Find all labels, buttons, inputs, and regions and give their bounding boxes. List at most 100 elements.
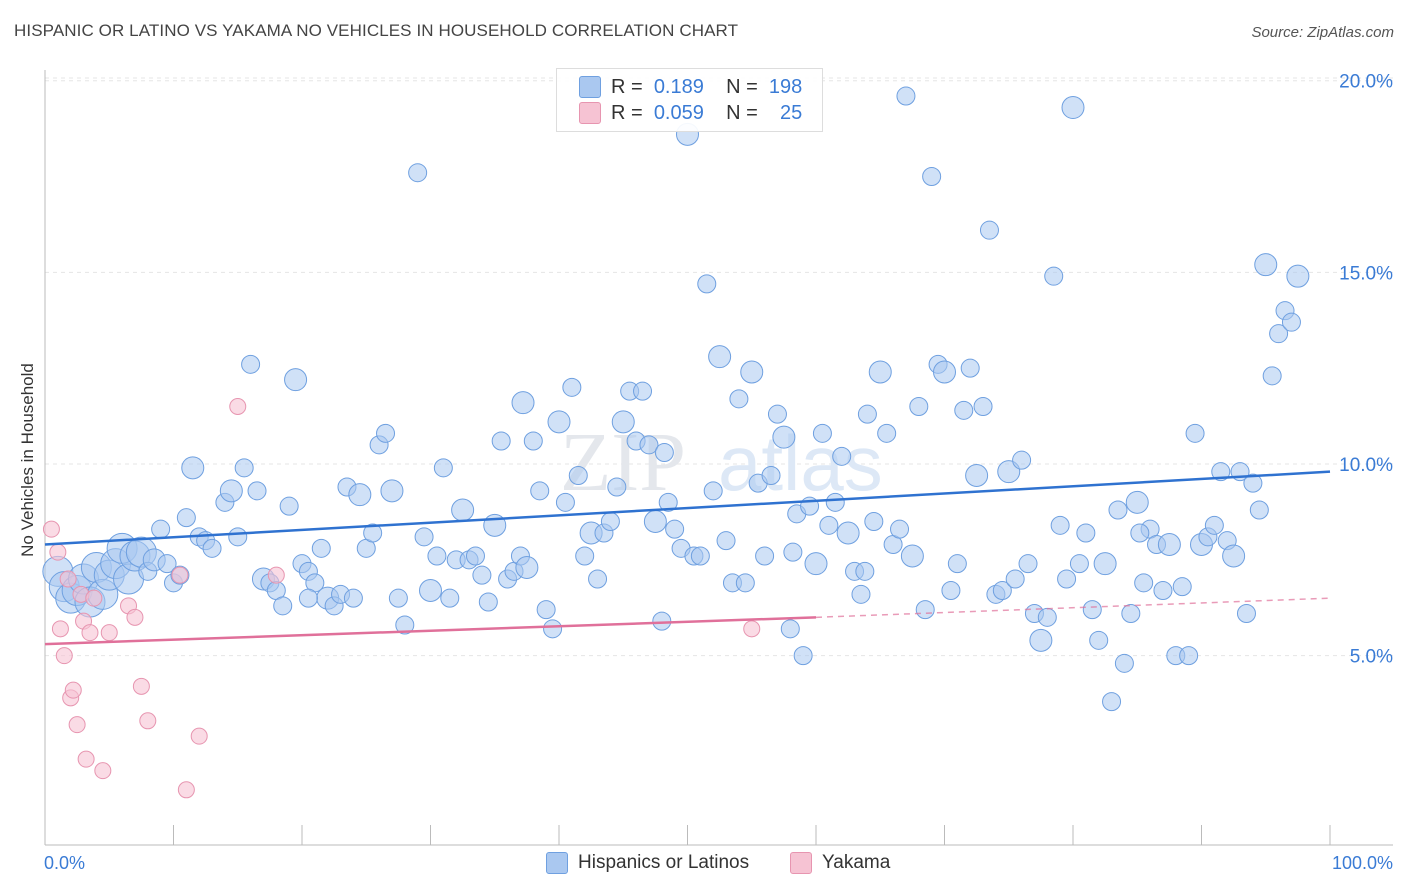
hispanic-point bbox=[176, 508, 196, 528]
yakama-point bbox=[77, 750, 95, 768]
hispanic-point bbox=[273, 596, 293, 616]
legend-swatch-blue bbox=[579, 76, 601, 98]
hispanic-point bbox=[1057, 569, 1077, 589]
y-tick-labels: 5.0% 10.0% 15.0% 20.0% bbox=[1339, 72, 1393, 668]
yakama-point bbox=[81, 624, 99, 642]
hispanic-point bbox=[896, 86, 916, 106]
yakama-point bbox=[49, 543, 67, 561]
hispanic-point bbox=[536, 600, 556, 620]
hispanic-point bbox=[864, 511, 884, 531]
yakama-point bbox=[94, 762, 112, 780]
yakama-point bbox=[68, 716, 86, 734]
hispanic-point bbox=[228, 527, 248, 547]
hispanic-point bbox=[1254, 253, 1278, 277]
hispanic-point bbox=[433, 458, 453, 478]
hispanic-point bbox=[530, 481, 550, 501]
hispanic-point bbox=[643, 509, 667, 533]
hispanic-point bbox=[922, 167, 942, 187]
hispanic-point bbox=[1204, 515, 1224, 535]
n-label: N = bbox=[726, 101, 758, 124]
hispanic-point bbox=[979, 220, 999, 240]
yakama-point bbox=[139, 712, 157, 730]
hispanic-point bbox=[703, 481, 723, 501]
yakama-point bbox=[100, 624, 118, 642]
hispanic-point bbox=[343, 588, 363, 608]
hispanic-point bbox=[515, 555, 539, 579]
hispanic-point bbox=[1211, 462, 1231, 482]
hispanic-point bbox=[491, 431, 511, 451]
hispanic-point bbox=[767, 404, 787, 424]
hispanic-point bbox=[511, 391, 535, 415]
legend-swatch-blue bbox=[546, 852, 568, 874]
y-tick-label: 15.0% bbox=[1339, 263, 1393, 284]
hispanic-point bbox=[1005, 569, 1025, 589]
hispanic-point bbox=[812, 423, 832, 443]
hispanic-point bbox=[868, 360, 892, 384]
n-value: 198 bbox=[768, 75, 803, 98]
hispanic-point bbox=[652, 611, 672, 631]
hispanic-point bbox=[933, 360, 956, 384]
hispanic-point bbox=[947, 554, 967, 574]
hispanic-point bbox=[588, 569, 608, 589]
y-tick-label: 20.0% bbox=[1339, 72, 1393, 93]
hispanic-point bbox=[909, 397, 929, 417]
hispanic-point bbox=[151, 519, 171, 539]
points-layer bbox=[42, 86, 1310, 799]
hispanic-point bbox=[1050, 515, 1070, 535]
x-tick-label-max: 100.0% bbox=[1331, 853, 1393, 873]
hispanic-point bbox=[729, 389, 749, 409]
y-tick-label: 10.0% bbox=[1339, 455, 1393, 476]
hispanic-point bbox=[793, 646, 813, 666]
hispanic-point bbox=[755, 546, 775, 566]
watermark-atlas: atlas bbox=[718, 419, 883, 507]
hispanic-point bbox=[219, 479, 243, 503]
legend-item-yakama[interactable]: Yakama bbox=[790, 852, 890, 874]
yakama-point bbox=[42, 520, 60, 538]
hispanic-point bbox=[1093, 552, 1117, 576]
hispanic-point bbox=[1125, 490, 1149, 514]
chart-title: HISPANIC OR LATINO VS YAKAMA NO VEHICLES… bbox=[14, 21, 739, 40]
hispanic-point bbox=[973, 397, 993, 417]
yakama-point bbox=[190, 727, 208, 745]
hispanic-point bbox=[298, 588, 318, 608]
hispanic-point bbox=[900, 544, 924, 568]
legend-item-hispanic[interactable]: Hispanics or Latinos bbox=[546, 852, 749, 874]
hispanic-point bbox=[1172, 577, 1192, 597]
hispanic-point bbox=[857, 404, 877, 424]
yakama-point bbox=[177, 781, 195, 799]
hispanic-point bbox=[665, 519, 685, 539]
hispanic-point bbox=[419, 578, 442, 602]
legend-swatch-pink bbox=[790, 852, 812, 874]
hispanic-point bbox=[855, 561, 875, 581]
hispanic-trend-line bbox=[44, 470, 1331, 546]
hispanic-point bbox=[690, 546, 710, 566]
hispanic-point bbox=[697, 274, 717, 294]
hispanic-point bbox=[658, 492, 678, 512]
hispanic-point bbox=[832, 446, 852, 466]
legend-label-hispanic: Hispanics or Latinos bbox=[578, 852, 750, 873]
hispanic-point bbox=[1179, 646, 1199, 666]
hispanic-point bbox=[639, 435, 659, 455]
hispanic-point bbox=[1269, 324, 1289, 344]
hispanic-point bbox=[523, 431, 543, 451]
hispanic-point bbox=[395, 615, 415, 635]
hispanic-point bbox=[708, 345, 732, 369]
hispanic-point bbox=[348, 483, 372, 507]
hispanic-point bbox=[1076, 523, 1096, 543]
hispanic-point bbox=[1281, 312, 1301, 332]
hispanic-point bbox=[427, 546, 447, 566]
trend-layer bbox=[44, 470, 1331, 646]
hispanic-point bbox=[311, 538, 331, 558]
hispanic-point bbox=[761, 465, 781, 485]
hispanic-point bbox=[388, 588, 408, 608]
hispanic-point bbox=[740, 360, 764, 384]
axis-layer bbox=[44, 70, 1393, 846]
hispanic-point bbox=[543, 619, 563, 639]
legend-label-yakama: Yakama bbox=[822, 852, 891, 873]
hispanic-point bbox=[202, 538, 222, 558]
yakama-point bbox=[132, 677, 150, 695]
hispanic-point bbox=[836, 521, 860, 545]
hispanic-point bbox=[1222, 544, 1246, 568]
hispanic-point bbox=[376, 423, 396, 443]
